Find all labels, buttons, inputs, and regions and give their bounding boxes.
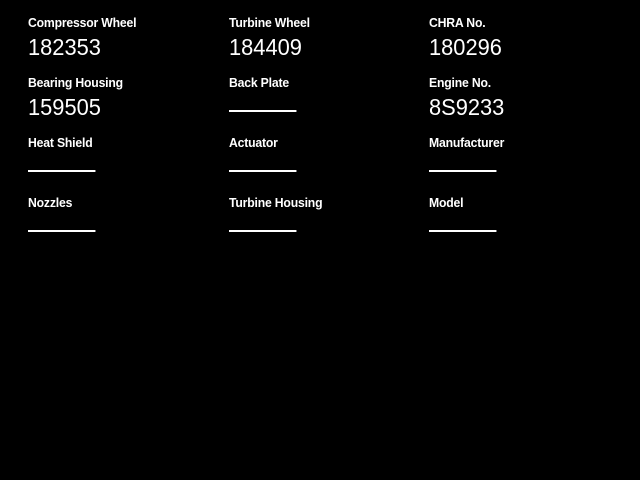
- spec-field-engine-no[interactable]: Engine No. 8S9233: [429, 75, 619, 119]
- spec-label: Back Plate: [229, 75, 289, 90]
- spec-field-chra-no[interactable]: CHRA No. 180296: [429, 15, 619, 59]
- spec-field-back-plate[interactable]: Back Plate: [229, 75, 419, 119]
- spec-value: 159505: [28, 94, 101, 120]
- spec-field-turbine-wheel[interactable]: Turbine Wheel 184409: [229, 15, 419, 59]
- spec-label: Compressor Wheel: [28, 15, 137, 30]
- spec-value: 182353: [28, 34, 101, 60]
- spec-value-blank-line: [28, 215, 209, 239]
- spec-field-heat-shield[interactable]: Heat Shield: [28, 135, 218, 179]
- spec-label: Heat Shield: [28, 135, 93, 150]
- spec-label: Nozzles: [28, 195, 73, 210]
- spec-label: Engine No.: [429, 75, 491, 90]
- spec-field-nozzles[interactable]: Nozzles: [28, 195, 218, 239]
- spec-label: Actuator: [229, 135, 278, 150]
- spec-value-blank-line: [429, 155, 610, 179]
- spec-value: 8S9233: [429, 94, 505, 120]
- spec-value-blank-line: [429, 215, 610, 239]
- spec-value: 184409: [229, 34, 302, 60]
- spec-value-blank-line: [229, 155, 410, 179]
- spec-grid: Compressor Wheel 182353 Turbine Wheel 18…: [0, 0, 640, 250]
- spec-field-compressor-wheel[interactable]: Compressor Wheel 182353: [28, 15, 218, 59]
- spec-label: Manufacturer: [429, 135, 505, 150]
- spec-value-blank-line: [229, 95, 410, 119]
- spec-value-blank-line: [229, 215, 410, 239]
- spec-field-bearing-housing[interactable]: Bearing Housing 159505: [28, 75, 218, 119]
- spec-label: Turbine Wheel: [229, 15, 310, 30]
- spec-field-manufacturer[interactable]: Manufacturer: [429, 135, 619, 179]
- spec-field-actuator[interactable]: Actuator: [229, 135, 419, 179]
- spec-label: Model: [429, 195, 464, 210]
- spec-value-blank-line: [28, 155, 209, 179]
- spec-label: Turbine Housing: [229, 195, 323, 210]
- spec-label: Bearing Housing: [28, 75, 123, 90]
- spec-value: 180296: [429, 34, 502, 60]
- spec-label: CHRA No.: [429, 15, 486, 30]
- spec-field-turbine-housing[interactable]: Turbine Housing: [229, 195, 419, 239]
- spec-field-model[interactable]: Model: [429, 195, 619, 239]
